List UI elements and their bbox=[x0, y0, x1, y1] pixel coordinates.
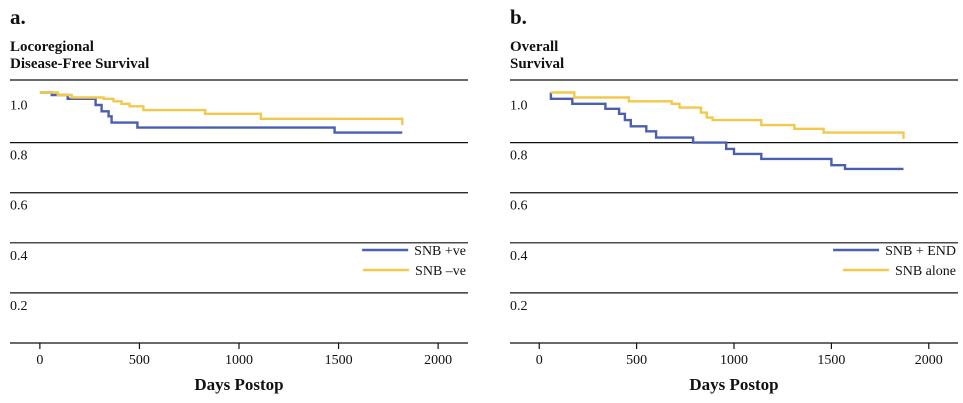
x-axis-label: Days Postop bbox=[194, 375, 283, 394]
x-tick-label: 1500 bbox=[325, 353, 353, 368]
y-tick-label: 0.8 bbox=[10, 149, 28, 164]
panel-letter: b. bbox=[510, 5, 527, 29]
x-tick-label: 0 bbox=[36, 353, 43, 368]
x-tick-label: 0 bbox=[536, 353, 543, 368]
legend-label: SNB –ve bbox=[415, 264, 466, 279]
x-tick-label: 500 bbox=[626, 353, 647, 368]
y-tick-label: 0.2 bbox=[510, 299, 528, 314]
y-tick-label: 0.6 bbox=[10, 199, 28, 214]
legend-label: SNB +ve bbox=[414, 244, 466, 259]
y-tick-label: 0.4 bbox=[510, 249, 528, 264]
x-axis-label: Days Postop bbox=[689, 375, 778, 394]
y-tick-label: 0.2 bbox=[10, 299, 28, 314]
y-tick-label: 1.0 bbox=[10, 99, 28, 114]
x-tick-label: 500 bbox=[129, 353, 150, 368]
panel-title-line: Locoregional bbox=[10, 39, 94, 55]
x-tick-label: 1500 bbox=[817, 353, 845, 368]
series-line-primary bbox=[549, 92, 904, 171]
x-tick-label: 2000 bbox=[915, 353, 943, 368]
y-tick-label: 0.6 bbox=[510, 199, 528, 214]
x-tick-label: 1000 bbox=[225, 353, 253, 368]
y-tick-label: 0.8 bbox=[510, 149, 528, 164]
panel-title-line: Disease-Free Survival bbox=[10, 56, 149, 72]
y-tick-label: 0.4 bbox=[10, 249, 28, 264]
x-tick-label: 1000 bbox=[720, 353, 748, 368]
series-line-secondary bbox=[550, 91, 905, 139]
panel-title-line: Survival bbox=[510, 56, 564, 72]
series-line-secondary bbox=[39, 91, 404, 126]
y-tick-label: 1.0 bbox=[510, 99, 528, 114]
panel-title-line: Overall bbox=[510, 39, 558, 55]
x-tick-label: 2000 bbox=[424, 353, 452, 368]
legend-label: SNB + END bbox=[885, 244, 956, 259]
legend-label: SNB alone bbox=[895, 264, 956, 279]
panel-letter: a. bbox=[10, 5, 26, 29]
